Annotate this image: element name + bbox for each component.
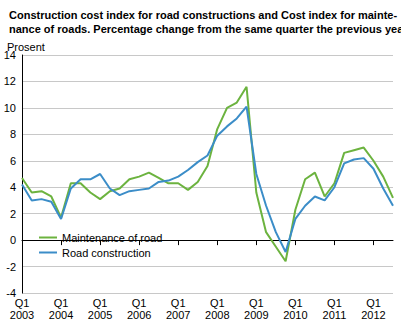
svg-text:Road construction: Road construction [62, 247, 151, 259]
svg-text:Maintenance of road: Maintenance of road [62, 232, 162, 244]
svg-text:4: 4 [10, 181, 16, 193]
svg-text:Q1: Q1 [249, 297, 264, 309]
svg-text:2006: 2006 [127, 309, 151, 321]
svg-text:2011: 2011 [323, 309, 347, 321]
svg-text:2007: 2007 [166, 309, 190, 321]
svg-text:-4: -4 [6, 287, 16, 299]
svg-text:2009: 2009 [244, 309, 268, 321]
svg-text:0: 0 [10, 234, 16, 246]
svg-text:Q1: Q1 [15, 297, 30, 309]
svg-text:Q1: Q1 [288, 297, 303, 309]
svg-text:nance of roads. Percentage cha: nance of roads. Percentage change from t… [9, 23, 401, 35]
svg-text:10: 10 [4, 102, 16, 114]
svg-text:-2: -2 [6, 261, 16, 273]
svg-text:2003: 2003 [10, 309, 34, 321]
svg-text:Q1: Q1 [171, 297, 186, 309]
svg-text:12: 12 [4, 75, 16, 87]
svg-text:Q1: Q1 [210, 297, 225, 309]
svg-text:Q1: Q1 [54, 297, 69, 309]
svg-text:2008: 2008 [205, 309, 229, 321]
svg-text:2: 2 [10, 208, 16, 220]
svg-text:Construction cost index for ro: Construction cost index for road constru… [9, 9, 397, 21]
svg-text:8: 8 [10, 128, 16, 140]
svg-text:2005: 2005 [88, 309, 112, 321]
svg-text:Q1: Q1 [132, 297, 147, 309]
svg-text:14: 14 [3, 49, 16, 61]
svg-text:Q1: Q1 [366, 297, 381, 309]
svg-text:2012: 2012 [361, 309, 385, 321]
svg-text:6: 6 [10, 155, 16, 167]
svg-text:Q1: Q1 [93, 297, 108, 309]
svg-text:2004: 2004 [49, 309, 73, 321]
svg-text:Q1: Q1 [327, 297, 342, 309]
svg-text:2010: 2010 [283, 309, 307, 321]
svg-text:Prosent: Prosent [7, 41, 45, 53]
